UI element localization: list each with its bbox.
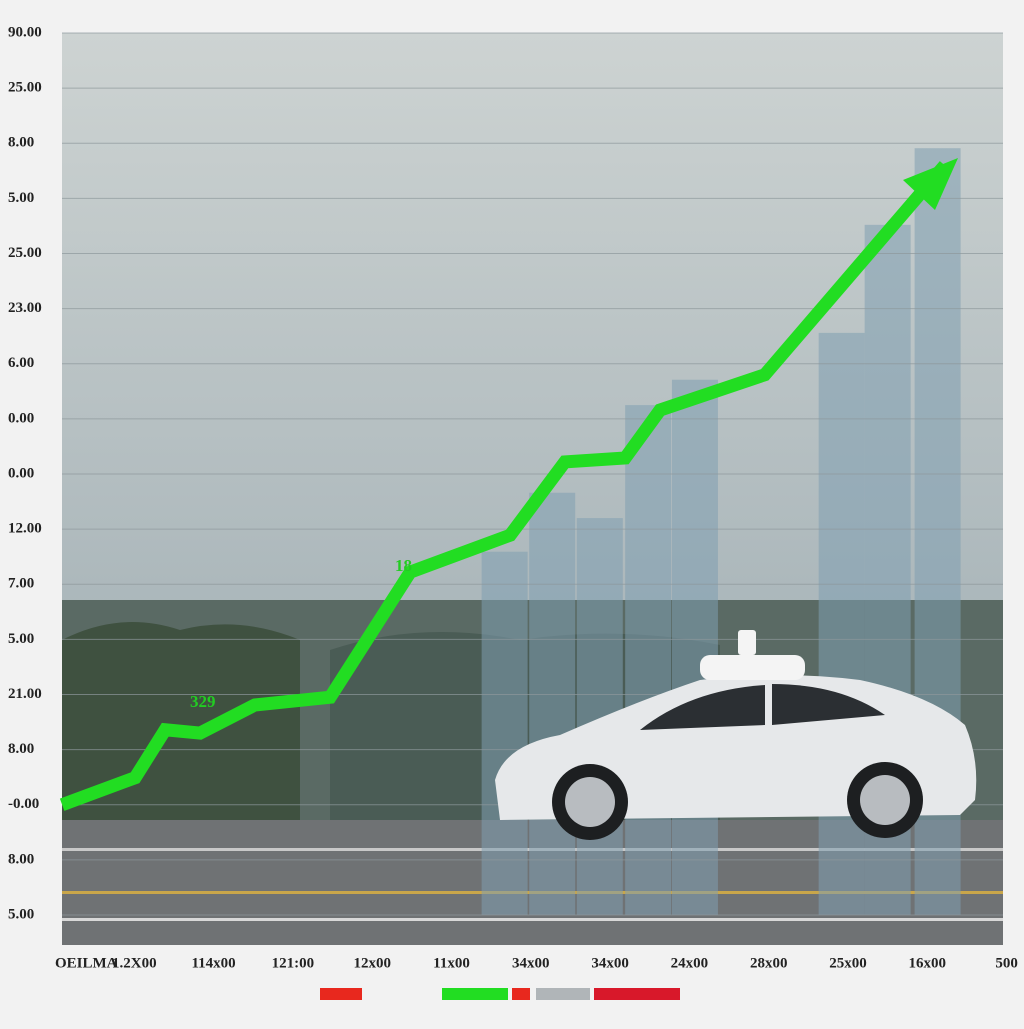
y-tick-label: 5.00	[8, 190, 34, 206]
x-tick-label: 25x00	[829, 955, 867, 971]
arrow-head	[903, 158, 958, 210]
x-tick-label: 34x00	[512, 955, 550, 971]
legend-swatches	[320, 988, 680, 1000]
car	[495, 630, 977, 840]
y-tick-label: 25.00	[8, 245, 42, 261]
x-tick-label: 12x00	[353, 955, 391, 971]
x-tick-label: 11x00	[433, 955, 470, 971]
bar	[625, 405, 672, 915]
y-tick-label: 7.00	[8, 576, 34, 592]
bar	[818, 332, 865, 915]
line	[59, 161, 950, 811]
y-tick-label: 23.00	[8, 300, 42, 316]
foreground: 5.00 8.00 -0.00 8.00 21.00 5.00 7.00 12.00 0.00 0…	[8, 24, 1018, 971]
x-tick-label: 500	[995, 955, 1018, 971]
y-tick-label: 8.00	[8, 741, 34, 757]
y-tick-label: 6.00	[8, 355, 34, 371]
x-tick-label: 28x00	[750, 955, 788, 971]
y-tick-label: 21.00	[8, 686, 42, 702]
x-tick-label: 114x00	[192, 955, 236, 971]
x-tick-label: 34x00	[591, 955, 629, 971]
y-tick-label: 8.00	[8, 851, 34, 867]
bar	[481, 551, 528, 915]
x-tick-label: 24x00	[671, 955, 709, 971]
x-tick-label: 121:00	[272, 955, 315, 971]
bar	[671, 379, 718, 916]
y-tick-label: 0.00	[8, 410, 34, 426]
x-tick-label: 16x00	[909, 955, 947, 971]
x-tick-label: 1.2X00	[112, 955, 157, 971]
y-tick-label: 8.00	[8, 135, 34, 151]
y-tick-label: 5.00	[8, 906, 34, 922]
y-tick-label: -0.00	[8, 796, 39, 812]
y-tick-label: 5.00	[8, 631, 34, 647]
y-tick-label: 25.00	[8, 80, 42, 96]
y-tick-label: 90.00	[8, 24, 42, 40]
annotation: 329	[190, 692, 216, 711]
x-tick-label: OEILMA	[55, 955, 118, 971]
y-tick-label: 0.00	[8, 465, 34, 481]
y-tick-label: 12.00	[8, 521, 42, 537]
bar	[529, 492, 576, 915]
annotation: 18	[395, 556, 412, 575]
